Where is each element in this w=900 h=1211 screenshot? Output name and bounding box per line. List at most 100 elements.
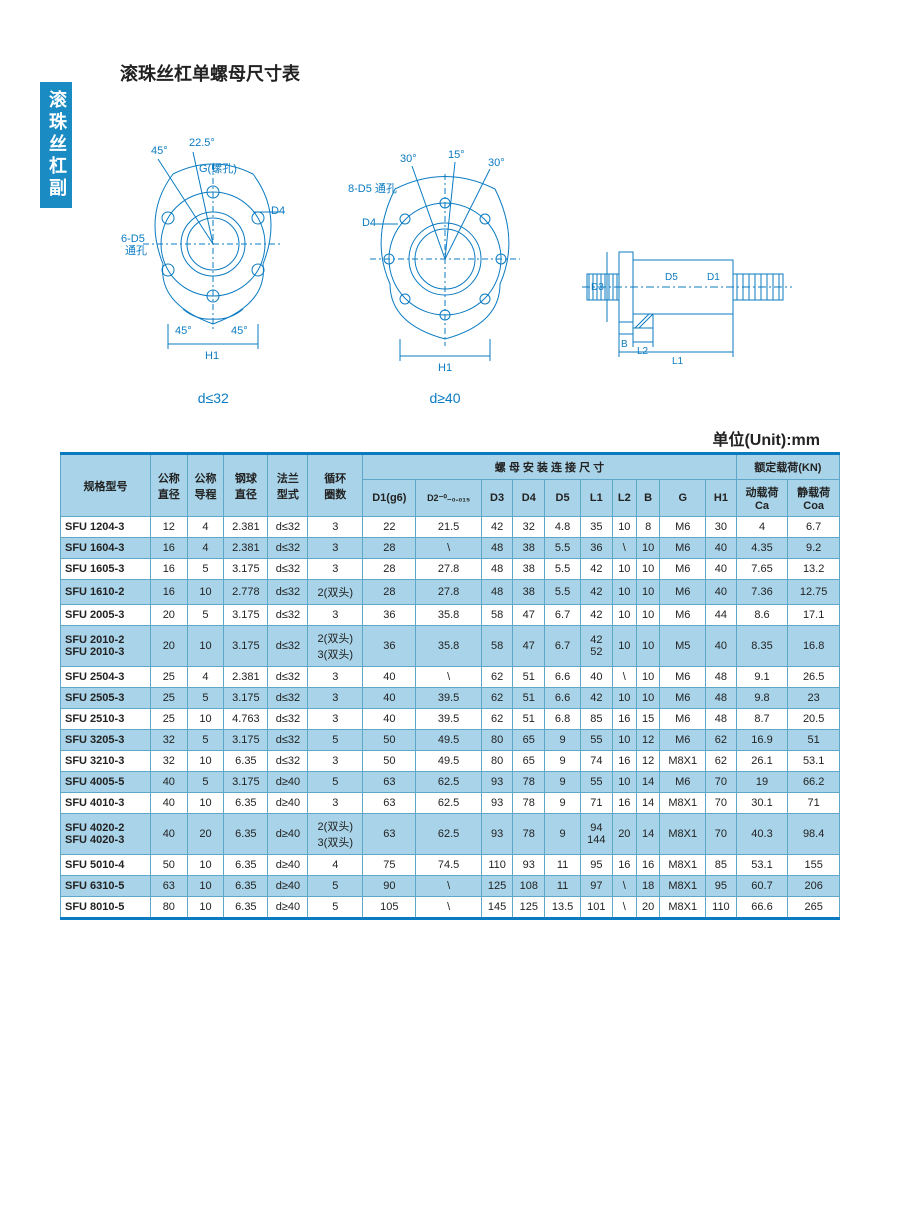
cell-nd: 16	[151, 538, 188, 559]
cell-d4: 51	[513, 688, 545, 709]
cell-g: M8X1	[660, 751, 706, 772]
cell-cy: 5	[308, 876, 363, 897]
cell-model: SFU 8010-5	[61, 897, 151, 919]
cell-d2: 35.8	[416, 605, 481, 626]
cell-b: 10	[636, 538, 659, 559]
cell-d4: 78	[513, 772, 545, 793]
cell-d4: 78	[513, 814, 545, 855]
cell-d2: 39.5	[416, 709, 481, 730]
cell-h1: 110	[706, 897, 737, 919]
cell-g: M8X1	[660, 814, 706, 855]
cell-h1: 30	[706, 517, 737, 538]
cell-ca: 8.7	[736, 709, 788, 730]
cell-h1: 40	[706, 538, 737, 559]
th-coa: 静载荷Coa	[788, 480, 840, 517]
cell-d3: 93	[481, 772, 513, 793]
table-row: SFU 2505-32553.175d≤3234039.562516.64210…	[61, 688, 840, 709]
cell-d4: 125	[513, 897, 545, 919]
cell-d2: 27.8	[416, 580, 481, 605]
cell-g: M5	[660, 626, 706, 667]
table-row: SFU 5010-450106.35d≥4047574.511093119516…	[61, 855, 840, 876]
cell-h1: 44	[706, 605, 737, 626]
cell-g: M6	[660, 772, 706, 793]
angle-22-label: 22.5°	[189, 137, 215, 149]
angle-30l-label: 30°	[400, 153, 417, 165]
cell-b: 12	[636, 730, 659, 751]
cell-fl: d≥40	[268, 876, 308, 897]
cell-coa: 13.2	[788, 559, 840, 580]
cell-d1: 63	[363, 814, 416, 855]
cell-nd: 25	[151, 667, 188, 688]
cell-fl: d≤32	[268, 688, 308, 709]
table-row: SFU 3210-332106.35d≤3235049.580659741612…	[61, 751, 840, 772]
cell-g: M6	[660, 517, 706, 538]
cell-cy: 3	[308, 559, 363, 580]
cell-ca: 16.9	[736, 730, 788, 751]
cell-d1: 50	[363, 751, 416, 772]
cell-lead: 4	[187, 667, 224, 688]
cell-g: M6	[660, 688, 706, 709]
cell-nd: 40	[151, 814, 188, 855]
cell-cy: 3	[308, 538, 363, 559]
cell-l2: 10	[612, 580, 636, 605]
cell-d4: 47	[513, 605, 545, 626]
cell-d3: 62	[481, 688, 513, 709]
diagram-left-caption: d≤32	[113, 390, 313, 406]
d3-label: D3	[591, 282, 604, 293]
cell-l2: \	[612, 876, 636, 897]
cell-ca: 8.35	[736, 626, 788, 667]
cell-d2: 49.5	[416, 730, 481, 751]
cell-model: SFU 3210-3	[61, 751, 151, 772]
cell-b: 10	[636, 688, 659, 709]
cell-d5: 6.8	[545, 709, 581, 730]
angle-45-label: 45°	[151, 145, 168, 157]
cell-cy: 2(双头)3(双头)	[308, 626, 363, 667]
cell-h1: 40	[706, 580, 737, 605]
diagram-mid-caption: d≥40	[340, 390, 550, 406]
diagram-right: D3 D5 D1 B L2 L1	[577, 202, 807, 406]
cell-l2: 10	[612, 605, 636, 626]
cell-l2: 16	[612, 855, 636, 876]
table-row: SFU 8010-580106.35d≥405105\14512513.5101…	[61, 897, 840, 919]
cell-b: 15	[636, 709, 659, 730]
cell-d3: 145	[481, 897, 513, 919]
cell-l1: 94144	[581, 814, 613, 855]
cell-h1: 48	[706, 709, 737, 730]
table-row: SFU 1605-31653.175d≤3232827.848385.54210…	[61, 559, 840, 580]
cell-l1: 35	[581, 517, 613, 538]
cell-d3: 62	[481, 709, 513, 730]
cell-model: SFU 4005-5	[61, 772, 151, 793]
cell-d5: 9	[545, 814, 581, 855]
table-row: SFU 4005-54053.175d≥4056362.593789551014…	[61, 772, 840, 793]
cell-lead: 20	[187, 814, 224, 855]
th-d4: D4	[513, 480, 545, 517]
cell-l2: 10	[612, 559, 636, 580]
cell-l2: 10	[612, 688, 636, 709]
cell-d2: 49.5	[416, 751, 481, 772]
cell-nd: 40	[151, 793, 188, 814]
cell-d1: 50	[363, 730, 416, 751]
cell-h1: 70	[706, 793, 737, 814]
cell-nd: 80	[151, 897, 188, 919]
th-g: G	[660, 480, 706, 517]
cell-coa: 71	[788, 793, 840, 814]
cell-ca: 9.8	[736, 688, 788, 709]
th-d2: D2⁻⁰₋₀.₀₁₅	[416, 480, 481, 517]
cell-coa: 16.8	[788, 626, 840, 667]
holes-6d5-label2: 通孔	[125, 244, 147, 257]
diagram-mid: 30° 15° 30° 8-D5 通孔 D4 H1 d≥40	[340, 134, 550, 406]
cell-nd: 16	[151, 580, 188, 605]
cell-fl: d≤32	[268, 580, 308, 605]
cell-d5: 11	[545, 855, 581, 876]
cell-d3: 58	[481, 605, 513, 626]
flange-8hole-svg: 30° 15° 30° 8-D5 通孔 D4 H1	[340, 134, 550, 384]
cell-d1: 40	[363, 709, 416, 730]
cell-b: 20	[636, 897, 659, 919]
cell-l1: 85	[581, 709, 613, 730]
cell-cy: 3	[308, 793, 363, 814]
cell-nd: 63	[151, 876, 188, 897]
nut-side-svg: D3 D5 D1 B L2 L1	[577, 202, 807, 382]
cell-lead: 10	[187, 855, 224, 876]
th-nomdia: 公称直径	[151, 454, 188, 517]
cell-lead: 10	[187, 751, 224, 772]
